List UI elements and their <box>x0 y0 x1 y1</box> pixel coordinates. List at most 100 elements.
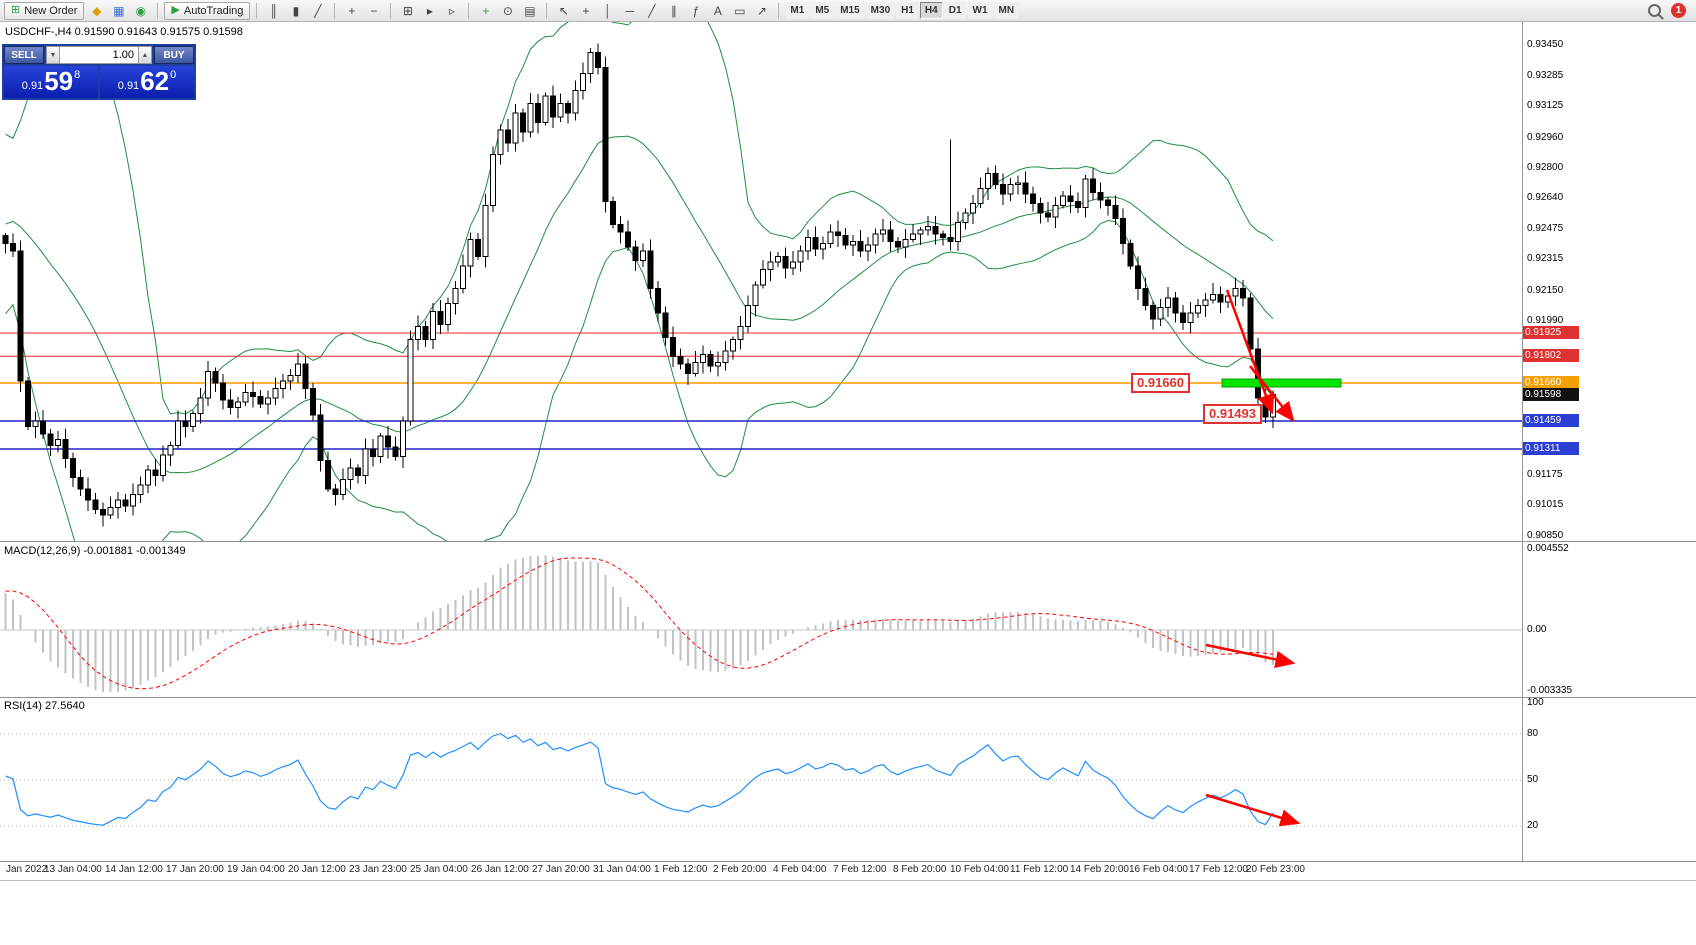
bar-chart-icon[interactable]: ║ <box>269 3 279 18</box>
trade-panel-row2: 0.91 59 8 0.91 62 0 <box>4 66 194 98</box>
pane-separator <box>0 861 1696 862</box>
trend-arrow-1[interactable] <box>1225 289 1275 415</box>
lot-increase-button[interactable]: ▲ <box>138 46 152 64</box>
timeframe-MN-button[interactable]: MN <box>993 2 1020 19</box>
price-axis-box-0.91802: 0.91802 <box>1523 349 1579 363</box>
indicators-icon[interactable]: + <box>482 3 490 18</box>
price-annotation-label-91660[interactable]: 0.91660 <box>1131 373 1190 393</box>
expert-advisors-icon[interactable]: ◆ <box>92 3 102 18</box>
price-axis-label: 0.90850 <box>1527 530 1564 541</box>
toolbar-separator <box>468 2 470 19</box>
time-axis-label: 17 Jan 20:00 <box>166 864 224 875</box>
time-axis-label: 20 Jan 12:00 <box>288 864 346 875</box>
autotrading-label: AutoTrading <box>183 4 244 17</box>
lot-size-input[interactable]: 1.00 <box>60 46 138 64</box>
charts-grid-icon[interactable]: ▦ <box>113 3 125 18</box>
horizontal-lines[interactable] <box>0 332 1522 450</box>
timeframe-M15-button[interactable]: M15 <box>835 2 865 19</box>
arrows-icon[interactable]: ↗ <box>756 3 767 18</box>
price-axis-label: 0.92960 <box>1527 131 1564 143</box>
timeframe-H1-button[interactable]: H1 <box>896 2 919 19</box>
toolbar-separator <box>390 2 392 19</box>
time-axis-label: 31 Jan 04:00 <box>593 864 651 875</box>
macd-axis-label: -0.003335 <box>1527 684 1573 696</box>
price-axis-box-0.91598: 0.91598 <box>1523 387 1579 401</box>
toolbar-right-group: 1 <box>1648 3 1692 18</box>
trendline-icon[interactable]: ╱ <box>648 3 656 18</box>
templates-icon[interactable]: ▤ <box>524 3 536 18</box>
timeframe-W1-button[interactable]: W1 <box>967 2 993 19</box>
macd-axis-label: 0.004552 <box>1527 543 1569 554</box>
time-axis-label: 25 Jan 04:00 <box>410 864 468 875</box>
trend-arrow-2[interactable] <box>1249 365 1295 422</box>
buy-button[interactable]: BUY <box>154 46 194 64</box>
rsi-trend-arrow[interactable] <box>1205 793 1301 827</box>
toolbar-windows-group: ⊞ ▸ ▹ <box>397 1 462 21</box>
time-axis-label: 11 Feb 12:00 <box>1010 864 1069 875</box>
rsi-axis-label: 20 <box>1527 820 1539 832</box>
time-axis-label: 8 Feb 20:00 <box>893 864 947 875</box>
toolbar-insert-group: + ⊙ ▤ <box>475 1 540 21</box>
data-center-icon[interactable]: ◉ <box>135 3 147 18</box>
new-order-button[interactable]: ⊞ New Order <box>4 1 85 20</box>
lot-decrease-button[interactable]: ▼ <box>46 46 60 64</box>
timeframe-M30-button[interactable]: M30 <box>865 2 896 19</box>
toolbar-standard-group: ◆ ▦ ◉ <box>86 1 151 21</box>
time-axis-label: 10 Feb 04:00 <box>950 864 1009 875</box>
time-axis-label: 26 Jan 12:00 <box>471 864 529 875</box>
buy-price-prefix: 0.91 <box>117 80 140 92</box>
toolbar-zoom-group: + − <box>341 1 384 21</box>
rsi-axis-label: 80 <box>1527 727 1539 739</box>
candlestick-chart-icon[interactable]: ▮ <box>292 3 300 18</box>
macd-pane-canvas[interactable] <box>0 541 1696 697</box>
timeframe-D1-button[interactable]: D1 <box>943 2 967 19</box>
auto-scroll-icon[interactable]: ▸ <box>426 3 433 18</box>
crosshair-icon[interactable]: + <box>582 3 590 18</box>
notification-badge[interactable]: 1 <box>1671 3 1686 18</box>
zoom-out-icon[interactable]: − <box>370 3 378 18</box>
text-label-icon[interactable]: ▭ <box>734 3 746 18</box>
rsi-axis-label: 50 <box>1527 774 1539 785</box>
macd-trend-arrow[interactable] <box>1205 643 1296 669</box>
buy-price-display[interactable]: 0.91 62 0 <box>100 66 194 98</box>
toolbar-separator <box>157 2 159 19</box>
time-axis-label: 14 Feb 20:00 <box>1070 864 1129 875</box>
timeframe-M1-button[interactable]: M1 <box>785 2 810 19</box>
main-chart-canvas[interactable] <box>0 22 1696 541</box>
time-axis-label: 19 Jan 04:00 <box>227 864 285 875</box>
sell-price-sup: 8 <box>74 69 81 81</box>
timeframe-M5-button[interactable]: M5 <box>810 2 835 19</box>
chart-shift-icon[interactable]: ▹ <box>448 3 455 18</box>
cursor-icon[interactable]: ↖ <box>558 3 569 18</box>
line-chart-icon[interactable]: ╱ <box>314 3 322 18</box>
price-axis-label: 0.92475 <box>1527 223 1564 235</box>
search-icon[interactable] <box>1648 4 1661 17</box>
zoom-in-icon[interactable]: + <box>348 3 356 18</box>
equidistant-channel-icon[interactable]: ∥ <box>670 3 677 18</box>
price-annotation-label-91493[interactable]: 0.91493 <box>1203 404 1262 424</box>
candles-layer <box>2 43 1276 527</box>
rsi-pane-canvas[interactable] <box>0 697 1696 861</box>
horizontal-line-icon[interactable]: ─ <box>625 3 635 18</box>
tile-windows-icon[interactable]: ⊞ <box>402 3 413 18</box>
time-axis-label: 20 Feb 23:00 <box>1246 864 1305 875</box>
periods-icon[interactable]: ⊙ <box>502 3 513 18</box>
sell-price-display[interactable]: 0.91 59 8 <box>4 66 98 98</box>
macd-signal-line <box>5 557 1274 690</box>
price-axis-label: 0.92315 <box>1527 253 1564 265</box>
new-order-icon: ⊞ <box>11 4 21 16</box>
pane-separator[interactable] <box>0 541 1696 542</box>
timeframe-H4-button[interactable]: H4 <box>919 2 943 19</box>
pane-separator[interactable] <box>0 697 1696 698</box>
green-highlight-bar[interactable] <box>1221 378 1342 388</box>
window-bottom-edge <box>0 880 1696 881</box>
fibonacci-icon[interactable]: ƒ <box>692 3 700 18</box>
vertical-line-icon[interactable]: │ <box>604 3 612 18</box>
sell-button[interactable]: SELL <box>4 46 44 64</box>
price-axis-label: 0.91990 <box>1527 314 1564 326</box>
sell-price-prefix: 0.91 <box>21 80 44 92</box>
text-icon[interactable]: A <box>713 3 722 18</box>
time-axis-label: 7 Feb 12:00 <box>833 864 887 875</box>
autotrading-button[interactable]: ▶ AutoTrading <box>164 1 251 20</box>
price-axis-label: 0.93125 <box>1527 100 1564 112</box>
